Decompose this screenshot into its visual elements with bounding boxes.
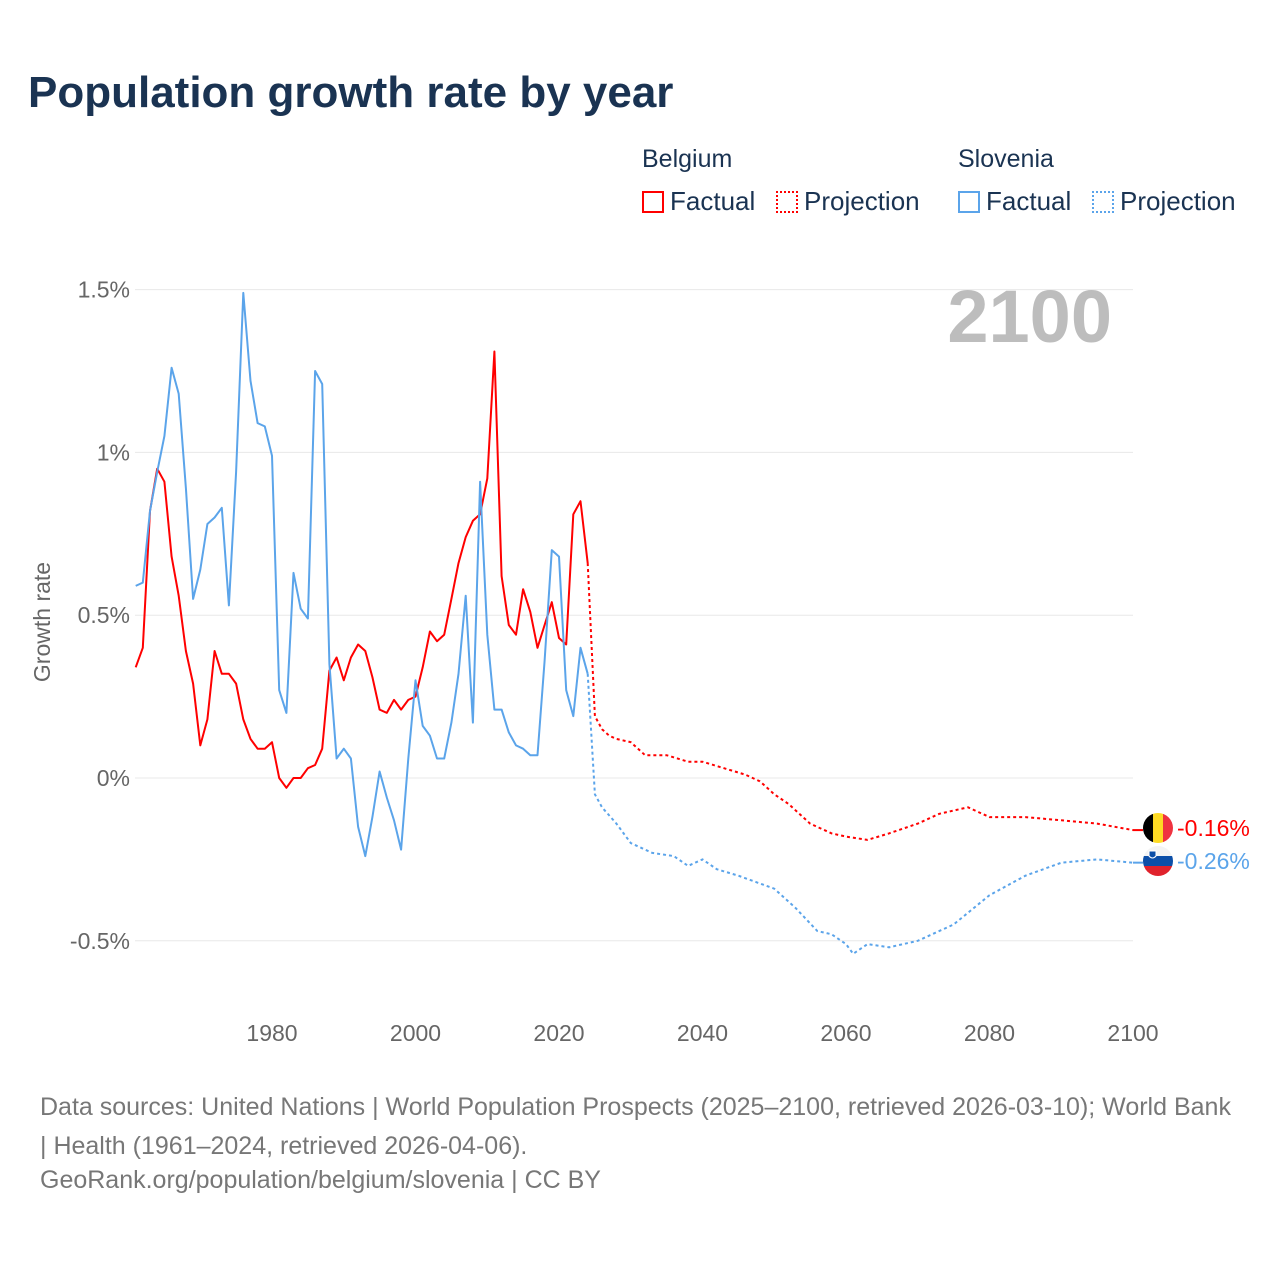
belgium-flag-icon (1143, 813, 1173, 843)
y-tick-label: 1% (97, 439, 130, 465)
y-tick-label: 0% (97, 765, 130, 791)
slovenia-factual-line (135, 291, 589, 858)
legend-slovenia-factual[interactable]: Factual (958, 186, 1071, 217)
legend-label: Factual (986, 186, 1072, 216)
legend-slovenia-projection[interactable]: Projection (1092, 186, 1236, 217)
y-tick-label: -0.5% (70, 928, 130, 954)
legend-label: Projection (1120, 186, 1236, 216)
data-sources: Data sources: United Nations | World Pop… (40, 1093, 1231, 1160)
line-chart: -0.5% 0% 0.5% 1% 1.5% 1980 2000 2020 2040 2060 208… (29, 275, 1250, 1046)
y-tick-label: 0.5% (78, 602, 130, 628)
legend-swatch-dotted (1092, 190, 1114, 213)
credit-link[interactable]: GeoRank.org/population/belgium/slovenia … (40, 1166, 601, 1194)
chart-title: Population growth rate by year (28, 68, 674, 117)
legend-swatch-solid (642, 190, 664, 213)
x-tick-label: 2020 (533, 1020, 584, 1046)
slovenia-end-label: -0.26% (1177, 848, 1250, 874)
legend-swatch-solid (958, 190, 980, 213)
x-tick-label: 2080 (964, 1020, 1015, 1046)
legend-label: Factual (670, 186, 756, 216)
slovenia-flag-icon (1143, 846, 1173, 876)
legend-swatch-dotted (776, 190, 798, 213)
x-tick-label: 2100 (1107, 1020, 1158, 1046)
year-label: 2100 (947, 275, 1112, 358)
y-axis-label: Growth rate (29, 562, 55, 682)
belgium-factual-line (134, 350, 589, 789)
x-tick-label: 1980 (246, 1020, 297, 1046)
belgium-projection-line (586, 563, 1134, 841)
legend-belgium-factual[interactable]: Factual (642, 186, 755, 217)
belgium-end-label: -0.16% (1177, 815, 1250, 841)
x-tick-label: 2000 (390, 1020, 441, 1046)
legend-belgium-projection[interactable]: Projection (776, 186, 920, 217)
y-tick-label: 1.5% (78, 277, 130, 303)
x-tick-label: 2040 (677, 1020, 728, 1046)
x-tick-label: 2060 (820, 1020, 871, 1046)
legend-group-belgium: Belgium (642, 145, 733, 173)
slovenia-projection-line (586, 673, 1134, 956)
legend-label: Projection (804, 186, 920, 216)
legend-group-slovenia: Slovenia (958, 145, 1054, 173)
